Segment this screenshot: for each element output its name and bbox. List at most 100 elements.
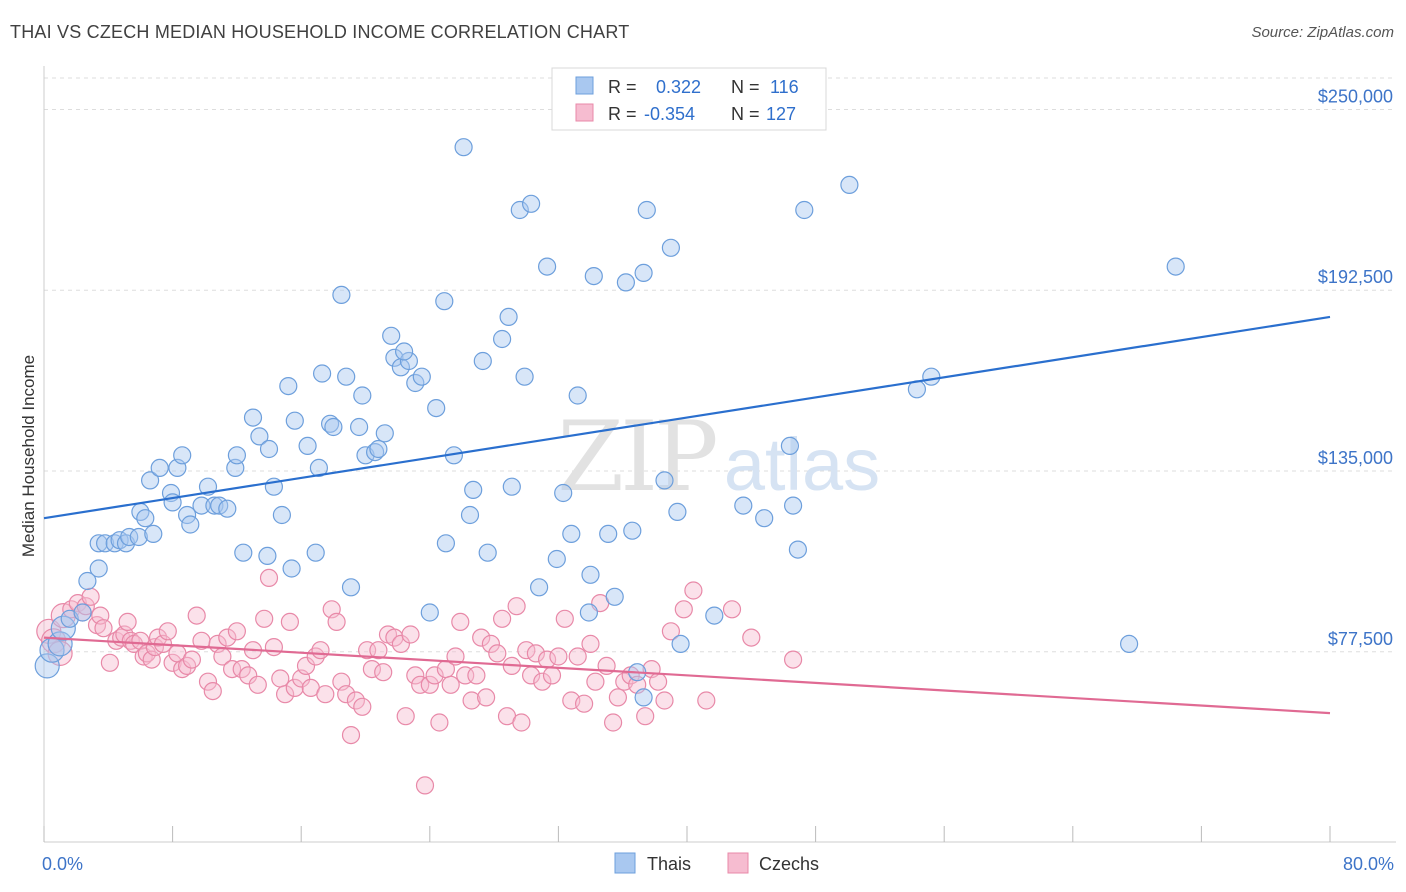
data-point	[309, 458, 328, 477]
data-point	[521, 194, 541, 213]
data-point	[40, 628, 67, 654]
data-point	[81, 587, 100, 606]
czechs-swatch	[575, 103, 594, 122]
data-point	[271, 669, 290, 688]
data-point	[382, 326, 401, 345]
data-point	[89, 534, 108, 553]
data-point	[282, 559, 301, 578]
stats-legend: R = 0.322 N = 116 R = -0.354 N = 127	[551, 67, 827, 131]
data-point	[623, 521, 642, 540]
data-point	[173, 446, 192, 465]
data-point	[178, 505, 197, 525]
data-point	[324, 417, 343, 437]
data-point	[285, 411, 304, 430]
data-point	[464, 480, 483, 499]
data-point	[515, 367, 534, 386]
data-point	[568, 386, 587, 405]
data-point	[73, 603, 92, 622]
y-axis-label: Median Household Income	[19, 355, 38, 557]
data-point	[616, 273, 636, 292]
data-point	[337, 367, 356, 386]
data-point	[555, 609, 574, 628]
data-point	[182, 650, 201, 669]
data-point	[181, 515, 200, 534]
data-point	[350, 417, 369, 437]
data-point	[395, 342, 414, 361]
data-point	[366, 443, 385, 462]
data-point	[742, 628, 761, 647]
data-point	[488, 644, 507, 663]
data-point	[467, 666, 486, 685]
data-point	[218, 499, 237, 518]
data-point	[579, 603, 599, 622]
data-point	[341, 578, 361, 597]
data-point	[420, 603, 439, 622]
data-point	[341, 725, 361, 745]
data-point	[250, 427, 269, 446]
data-point	[671, 634, 690, 654]
czechs-n-label: N =	[731, 104, 760, 124]
data-point	[272, 505, 291, 525]
watermark-atlas: atlas	[724, 423, 880, 506]
data-point	[258, 546, 277, 566]
data-point	[499, 307, 518, 326]
data-point	[298, 436, 317, 455]
data-point	[144, 524, 163, 544]
data-point	[369, 439, 388, 459]
data-point	[584, 267, 603, 286]
data-point	[542, 666, 562, 685]
data-point	[549, 647, 568, 666]
data-point	[435, 292, 454, 311]
data-point	[327, 612, 346, 632]
data-point	[369, 641, 388, 660]
data-point	[655, 691, 674, 710]
data-point	[306, 543, 325, 562]
data-point	[451, 612, 470, 632]
data-point	[529, 578, 549, 597]
data-point	[547, 549, 566, 569]
data-point	[1166, 257, 1185, 276]
data-point	[223, 659, 242, 679]
data-point	[634, 263, 653, 282]
data-point	[279, 377, 298, 396]
y-tick-label: $250,000	[1318, 86, 1393, 106]
data-point	[655, 471, 674, 490]
data-point	[454, 138, 473, 157]
data-point	[401, 625, 420, 644]
data-point	[586, 672, 605, 691]
thais-trend-line	[43, 315, 1331, 520]
legend-czechs-swatch	[727, 852, 749, 874]
stats-legend-box	[551, 67, 827, 131]
data-point	[406, 666, 425, 685]
data-point	[120, 527, 139, 547]
czechs-points	[36, 568, 803, 795]
data-point	[264, 637, 283, 657]
data-point	[788, 540, 808, 559]
data-point	[648, 672, 668, 691]
data-point	[634, 688, 653, 707]
data-point	[554, 483, 573, 503]
data-point	[668, 502, 687, 521]
legend-thais-label: Thais	[647, 854, 691, 874]
data-point	[332, 285, 351, 304]
watermark-zip: ZIP	[557, 401, 716, 513]
data-point	[562, 524, 581, 544]
data-point	[478, 543, 497, 562]
data-point	[321, 414, 340, 433]
czechs-r-value: -0.354	[644, 104, 695, 124]
data-point	[722, 600, 742, 619]
data-point	[276, 685, 295, 704]
thais-n-label: N =	[731, 77, 760, 97]
data-point	[203, 681, 222, 701]
data-point	[460, 505, 480, 525]
data-point	[502, 477, 521, 496]
data-point	[420, 675, 439, 694]
data-point	[481, 634, 500, 654]
data-point	[477, 688, 496, 707]
trend-lines	[43, 315, 1331, 715]
data-point	[493, 329, 512, 349]
data-point	[129, 527, 148, 547]
data-point	[605, 587, 624, 606]
data-point	[783, 496, 803, 515]
data-point	[462, 691, 481, 710]
